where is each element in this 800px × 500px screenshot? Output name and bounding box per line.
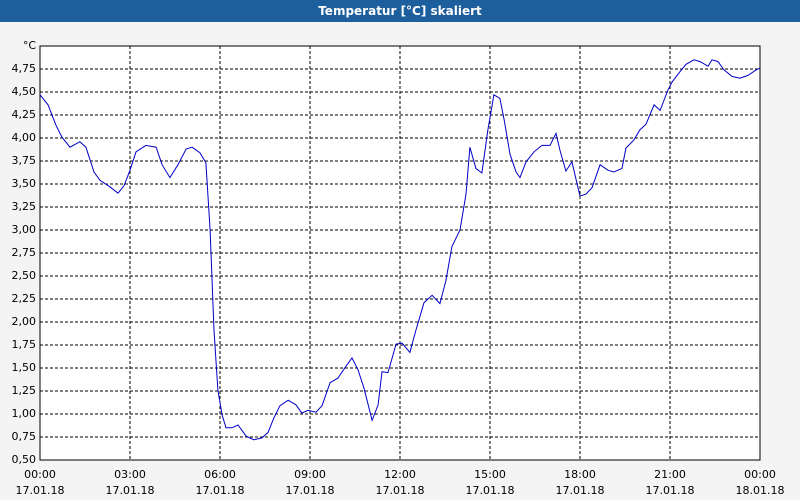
- x-tick-label: 00:00: [744, 468, 776, 481]
- y-tick-label: 2,25: [12, 292, 37, 305]
- y-tick-label: 1,50: [12, 361, 37, 374]
- y-tick-label: 4,75: [12, 62, 37, 75]
- y-unit: °C: [23, 39, 37, 52]
- chart: °C 0,50 0,75 1,00 1,25 1,50 1,75 2,00 2,25 2,50 2…: [12, 39, 785, 497]
- x-tick-date: 17.01.18: [376, 484, 425, 497]
- x-tick-date: 17.01.18: [106, 484, 155, 497]
- y-tick-label: 1,75: [12, 338, 37, 351]
- x-tick-label: 18:00: [564, 468, 596, 481]
- x-tick-date: 17.01.18: [466, 484, 515, 497]
- y-tick-label: 4,00: [12, 131, 37, 144]
- title-bar: Temperatur [°C] skaliert: [0, 0, 800, 22]
- y-tick-label: 0,75: [12, 430, 37, 443]
- y-tick-label: 2,50: [12, 269, 37, 282]
- y-tick-label: 3,75: [12, 154, 37, 167]
- y-tick-label: 0,50: [12, 453, 37, 466]
- x-tick-label: 21:00: [654, 468, 686, 481]
- y-tick-label: 1,00: [12, 407, 37, 420]
- x-tick-date: 17.01.18: [646, 484, 695, 497]
- x-tick-label: 09:00: [294, 468, 326, 481]
- y-tick-label: 3,25: [12, 200, 37, 213]
- x-tick-label: 03:00: [114, 468, 146, 481]
- x-tick-label: 15:00: [474, 468, 506, 481]
- x-tick-label: 00:00: [24, 468, 56, 481]
- x-tick-date: 17.01.18: [556, 484, 605, 497]
- x-tick-label: 06:00: [204, 468, 236, 481]
- data-line: [39, 59, 761, 441]
- x-tick-date: 17.01.18: [16, 484, 65, 497]
- y-tick-label: 2,75: [12, 246, 37, 259]
- y-tick-label: 2,00: [12, 315, 37, 328]
- x-tick-label: 12:00: [384, 468, 416, 481]
- y-tick-label: 3,00: [12, 223, 37, 236]
- x-tick-date: 17.01.18: [286, 484, 335, 497]
- y-tick-label: 3,50: [12, 177, 37, 190]
- y-tick-label: 4,50: [12, 85, 37, 98]
- x-tick-date: 17.01.18: [196, 484, 245, 497]
- x-tick-date: 18.01.18: [736, 484, 785, 497]
- y-tick-label: 4,25: [12, 108, 37, 121]
- y-tick-label: 1,25: [12, 384, 37, 397]
